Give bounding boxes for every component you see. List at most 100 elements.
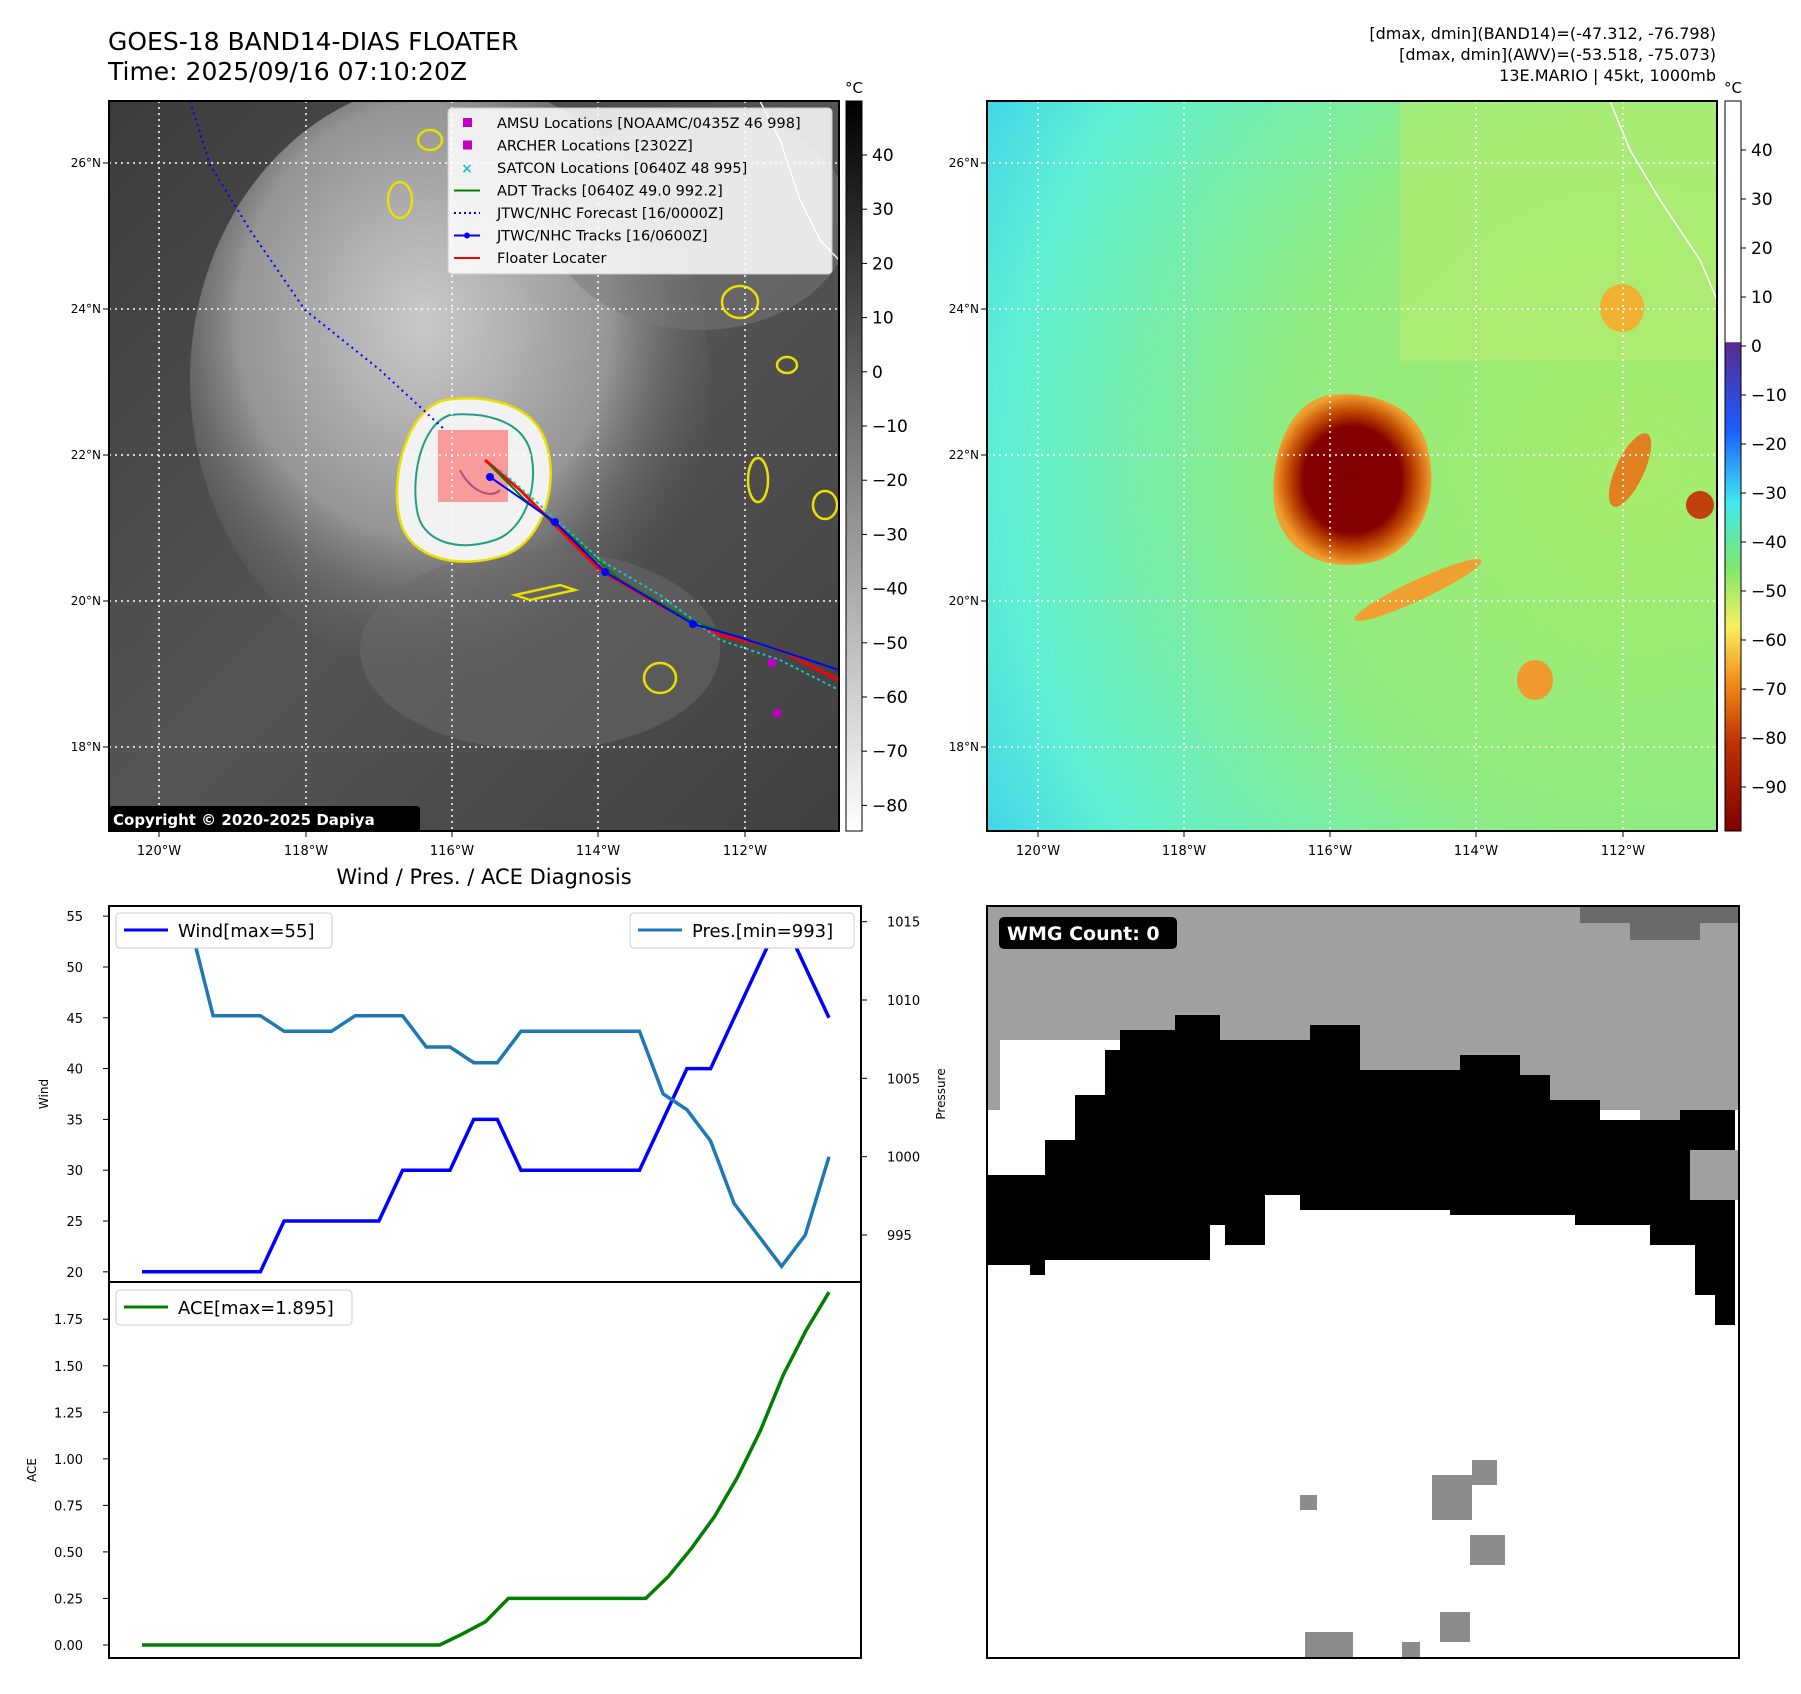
awv-colorbar-tick-label: −20 <box>1751 435 1787 455</box>
ace-series <box>142 1291 831 1647</box>
pressure-tick-label: 1010 <box>887 994 920 1009</box>
pressure-legend: Pres.[min=993] <box>629 912 855 949</box>
wind-tick-label: 50 <box>66 961 83 976</box>
wind-tick-label: 25 <box>66 1215 83 1230</box>
pressure-tick-label: 1000 <box>887 1151 920 1166</box>
legend-label: Floater Locater <box>497 251 606 267</box>
wind-tick-label: 30 <box>66 1164 83 1179</box>
ir-lon-label: 118°W <box>284 844 328 859</box>
pressure-legend-label: Pres.[min=993] <box>692 921 833 942</box>
awv-lon-label: 114°W <box>1454 844 1498 859</box>
pressure-tick-label: 995 <box>887 1229 912 1244</box>
ir-colorbar-unit: °C <box>845 79 863 97</box>
awv-lon-label: 112°W <box>1601 844 1645 859</box>
figure-time: Time: 2025/09/16 07:10:20Z <box>107 57 467 86</box>
awv-feature-1 <box>1600 284 1644 332</box>
awv-coastline <box>1609 101 1717 301</box>
pressure-tick-label: 1015 <box>887 916 920 931</box>
legend-label: SATCON Locations [0640Z 48 995] <box>497 161 747 177</box>
wind-pres-axes <box>108 905 862 1283</box>
awv-lat-label: 24°N <box>949 302 979 316</box>
legend-entry: Floater Locater <box>454 251 606 267</box>
wind-tick-label: 35 <box>66 1113 83 1128</box>
ir-lat-label: 18°N <box>71 740 101 754</box>
awv-colorbar-tick-label: −60 <box>1751 631 1787 651</box>
ace-tick-label: 0.75 <box>54 1499 83 1514</box>
ir-yellow-contours <box>386 128 839 695</box>
legend-label: AMSU Locations [NOAAMC/0435Z 46 998] <box>497 116 801 132</box>
storm-info: 13E.MARIO | 45kt, 1000mb <box>1499 66 1716 85</box>
awv-lat-label: 26°N <box>949 156 979 170</box>
ace-axes <box>108 1281 862 1659</box>
awv-colorbar-tick-label: −70 <box>1751 680 1787 700</box>
awv-lat-label: 18°N <box>949 740 979 754</box>
legend-entry: × SATCON Locations [0640Z 48 995] <box>461 161 747 177</box>
awv-colorbar-tick-label: 20 <box>1751 239 1773 259</box>
ace-tick-label: 0.00 <box>54 1639 83 1654</box>
wmg-count-box <box>999 917 1177 949</box>
ace-legend-label: ACE[max=1.895] <box>178 1298 334 1319</box>
jtwc-track <box>489 476 839 671</box>
awv-stat: [dmax, dmin](AWV)=(-53.518, -75.073) <box>1399 45 1716 64</box>
band14-stat: [dmax, dmin](BAND14)=(-47.312, -76.798) <box>1369 24 1716 43</box>
legend-label: JTWC/NHC Forecast [16/0000Z] <box>496 206 723 222</box>
ace-legend: ACE[max=1.895] <box>115 1289 353 1326</box>
awv-feature-2 <box>1608 433 1652 507</box>
legend-marker <box>463 118 472 127</box>
awv-map <box>987 101 1717 831</box>
awv-gridlines <box>987 101 1717 831</box>
legend-marker: × <box>461 161 473 177</box>
wind-series <box>142 912 831 1274</box>
wind-tick-label: 20 <box>66 1266 83 1281</box>
awv-feature-5 <box>1517 660 1553 700</box>
wmg-count-label: WMG Count: 0 <box>1007 923 1160 945</box>
awv-colorbar-tick-label: 0 <box>1751 337 1762 357</box>
ir-legend-box <box>447 107 833 275</box>
awv-colorbar-tick-label: −80 <box>1751 729 1787 749</box>
archer-location <box>768 659 776 667</box>
awv-colorbar-tick-label: −10 <box>1751 386 1787 406</box>
ir-colorbar-tick-label: −60 <box>872 688 908 708</box>
awv-colorbar-tick-label: −50 <box>1751 582 1787 602</box>
awv-lon-label: 116°W <box>1308 844 1352 859</box>
ir-colorbar-tick-label: −30 <box>872 525 908 545</box>
ir-legend: AMSU Locations [NOAAMC/0435Z 46 998] ARCH… <box>447 107 833 275</box>
ir-colorbar-tick-label: −80 <box>872 796 908 816</box>
legend-entry: JTWC/NHC Tracks [16/0600Z] <box>454 229 708 245</box>
ace-tick-label: 1.00 <box>54 1453 83 1468</box>
legend-entry: JTWC/NHC Forecast [16/0000Z] <box>454 206 723 222</box>
wmg-black-region <box>987 1015 1735 1325</box>
ir-colorbar <box>845 100 863 832</box>
legend-marker <box>463 140 472 150</box>
ir-colorbar-tick-label: 20 <box>872 254 894 274</box>
copyright-box <box>109 806 420 831</box>
amsu-location <box>773 709 781 717</box>
awv-dry-region <box>1400 101 1717 361</box>
awv-feature-4 <box>1354 559 1482 621</box>
awv-map-frame <box>986 100 1718 832</box>
awv-colorbar-tick-label: 30 <box>1751 190 1773 210</box>
awv-colorbar-unit: °C <box>1724 79 1742 97</box>
wind-legend-label: Wind[max=55] <box>178 921 315 942</box>
awv-colorbar-tick-label: −40 <box>1751 533 1787 553</box>
ir-colorbar-tick-label: 40 <box>872 146 894 166</box>
ir-lat-label: 20°N <box>71 594 101 608</box>
wmg-gray-region <box>987 906 1739 1140</box>
wind-tick-label: 45 <box>66 1012 83 1027</box>
ir-colorbar-tick-label: −10 <box>872 417 908 437</box>
ir-lon-label: 120°W <box>137 844 181 859</box>
ace-tick-label: 1.25 <box>54 1406 83 1421</box>
ace-line <box>142 1291 831 1647</box>
satcon-track <box>499 469 839 691</box>
ir-colorbar-tick-label: −70 <box>872 742 908 762</box>
awv-lon-label: 120°W <box>1016 844 1060 859</box>
wmg-frame <box>986 905 1740 1659</box>
ace-tick-label: 0.50 <box>54 1546 83 1561</box>
ir-lon-label: 116°W <box>430 844 474 859</box>
ir-colorbar-tick-label: −50 <box>872 634 908 654</box>
awv-colorbar <box>1724 100 1742 832</box>
awv-colorbar-tick-label: −90 <box>1751 778 1787 798</box>
awv-lat-label: 22°N <box>949 448 979 462</box>
